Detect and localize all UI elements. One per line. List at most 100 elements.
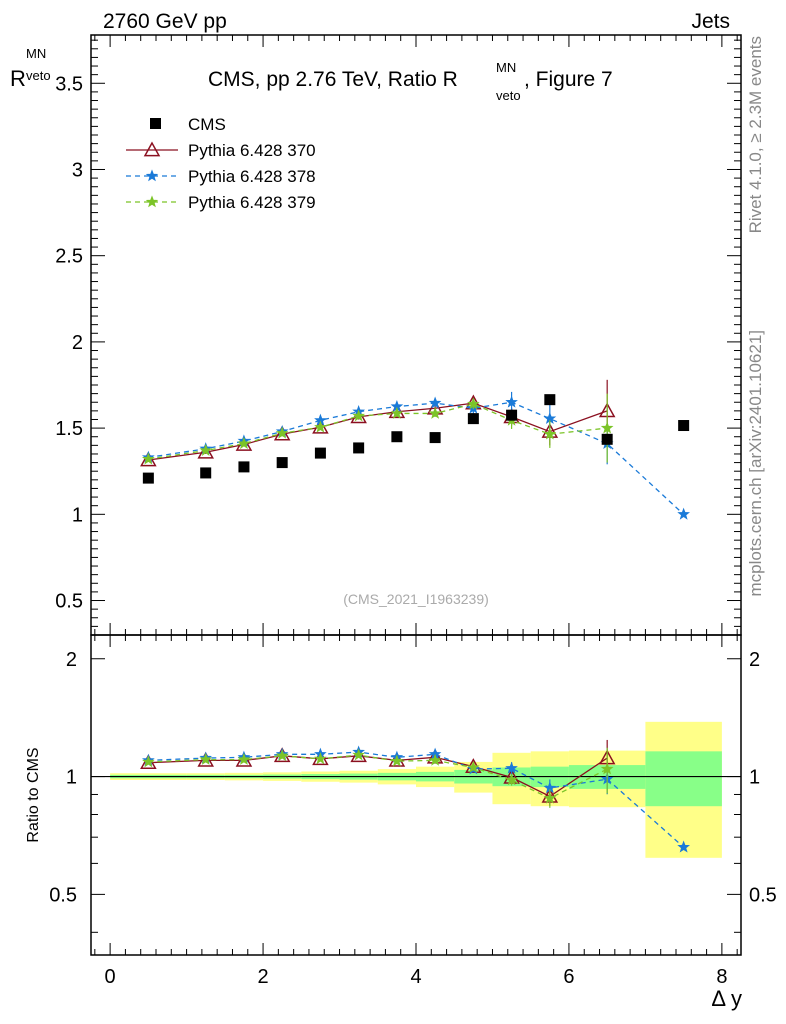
y-tick-label: 3 [72, 159, 83, 181]
legend-label: Pythia 6.428 378 [188, 167, 316, 186]
mcplots-label: mcplots.cern.ch [arXiv:2401.10621] [746, 330, 765, 596]
ratio-y-tick-label: 2 [66, 649, 77, 671]
series-point [428, 396, 442, 409]
rivet-version-label: Rivet 4.1.0, ≥ 2.3M events [746, 36, 765, 233]
main-y-axis-label: R MN veto [10, 46, 51, 91]
series-point [352, 409, 366, 422]
series-ratio-point [600, 762, 614, 775]
cms-data-series [142, 394, 690, 484]
ratio-y-tick-label-right: 2 [749, 649, 760, 671]
ratio-y-tick-label: 1 [66, 767, 77, 789]
header-right-label: Jets [691, 10, 730, 33]
chart-title-sup: MN [496, 60, 516, 75]
x-tick-label: 6 [563, 966, 574, 988]
cms-data-point [544, 394, 556, 406]
series-ratio-point [505, 773, 518, 786]
legend-label: Pythia 6.428 370 [188, 141, 316, 160]
analysis-tag: (CMS_2021_I1963239) [343, 591, 489, 607]
legend-label: CMS [188, 115, 226, 134]
series-ratio-point [505, 761, 518, 774]
series-ratio-point [467, 760, 480, 773]
legend-item: Pythia 6.428 379 [126, 193, 316, 212]
ratio-band-stat [645, 751, 722, 807]
y-tick-label: 0.5 [55, 591, 83, 613]
cms-data-point [200, 467, 212, 479]
plot-frames: 0 2 4 6 8 0.5 1 1.5 2 2.5 3 3.5 0.5 0.5 1 1 2 2 [49, 34, 777, 988]
legend-item: Pythia 6.428 378 [126, 167, 316, 186]
x-tick-label: 2 [257, 966, 268, 988]
legend-marker-star [145, 169, 159, 182]
series-ratio-point [314, 752, 327, 765]
series-point [140, 451, 157, 467]
series-point [467, 397, 480, 410]
ratio-y-axis-label: Ratio to CMS [25, 747, 42, 842]
series-ratio-point [275, 749, 289, 762]
legend: CMS Pythia 6.428 370 Pythia 6.428 378 Pythi… [126, 115, 316, 212]
y-tick-label: 1.5 [55, 418, 83, 440]
x-tick-label: 4 [410, 966, 421, 988]
y-tick-label: 3.5 [55, 73, 83, 95]
uncertainty-bands [110, 721, 722, 858]
cms-data-point [429, 432, 441, 444]
chart-title: CMS, pp 2.76 TeV, Ratio R MN veto , Figu… [208, 60, 613, 103]
x-tick-label: 8 [716, 966, 727, 988]
mc-series-3 [141, 393, 614, 808]
legend-label: Pythia 6.428 379 [188, 193, 316, 212]
series-point [199, 443, 213, 456]
y-axis-label-main: R [10, 66, 26, 91]
chart-title-sub: veto [496, 88, 521, 103]
legend-marker-triangle [143, 141, 161, 157]
series-ratio-point [543, 791, 557, 804]
series-line [148, 403, 608, 460]
cms-data-point [276, 457, 288, 469]
chart-title-main: CMS, pp 2.76 TeV, Ratio R [208, 68, 458, 91]
cms-data-point [467, 413, 479, 425]
header-left-label: 2760 GeV pp [103, 10, 227, 33]
cms-data-point [238, 461, 250, 473]
series-ratio-point [428, 753, 442, 766]
series-point [505, 395, 518, 408]
series-ratio-point [237, 752, 251, 765]
series-point [600, 421, 614, 434]
series-point [428, 406, 442, 419]
series-point [677, 507, 690, 520]
series-ratio-point [677, 840, 690, 853]
y-tick-label: 1 [72, 504, 83, 526]
series-point [237, 436, 251, 450]
y-axis-label-sup: MN [26, 46, 46, 61]
y-tick-label: 2 [72, 332, 83, 354]
ratio-y-tick-label: 0.5 [49, 884, 77, 906]
cms-data-point [678, 420, 690, 432]
x-tick-label: 0 [105, 966, 116, 988]
series-ratio-point [352, 748, 365, 761]
x-axis-label: Δ y [711, 986, 742, 1011]
cms-data-point [353, 442, 365, 454]
series-ratio-point [141, 755, 155, 768]
ratio-y-tick-label-right: 1 [749, 767, 760, 789]
legend-marker-star [145, 195, 159, 208]
series-point [275, 426, 289, 439]
legend-marker-square [150, 118, 161, 129]
series-ratio-point [390, 754, 404, 767]
series-point [141, 452, 155, 465]
series-ratio-point [199, 752, 212, 765]
cms-data-point [314, 447, 326, 459]
series-ratio-line [148, 754, 608, 800]
series-line [148, 401, 685, 515]
cms-data-point [391, 431, 403, 443]
data-marks [140, 379, 690, 853]
y-axis-label-sub: veto [26, 68, 51, 83]
legend-item: CMS [150, 115, 226, 134]
series-line [148, 402, 608, 461]
legend-item: Pythia 6.428 370 [126, 141, 316, 160]
series-point [543, 427, 557, 440]
ratio-y-tick-label-right: 0.5 [749, 884, 777, 906]
y-tick-label: 2.5 [55, 246, 83, 268]
chart-title-suffix: , Figure 7 [524, 68, 613, 91]
cms-data-point [142, 472, 154, 484]
cms-data-point [601, 433, 613, 445]
series-point [314, 420, 327, 433]
cms-data-point [506, 409, 518, 421]
series-point [390, 406, 404, 419]
